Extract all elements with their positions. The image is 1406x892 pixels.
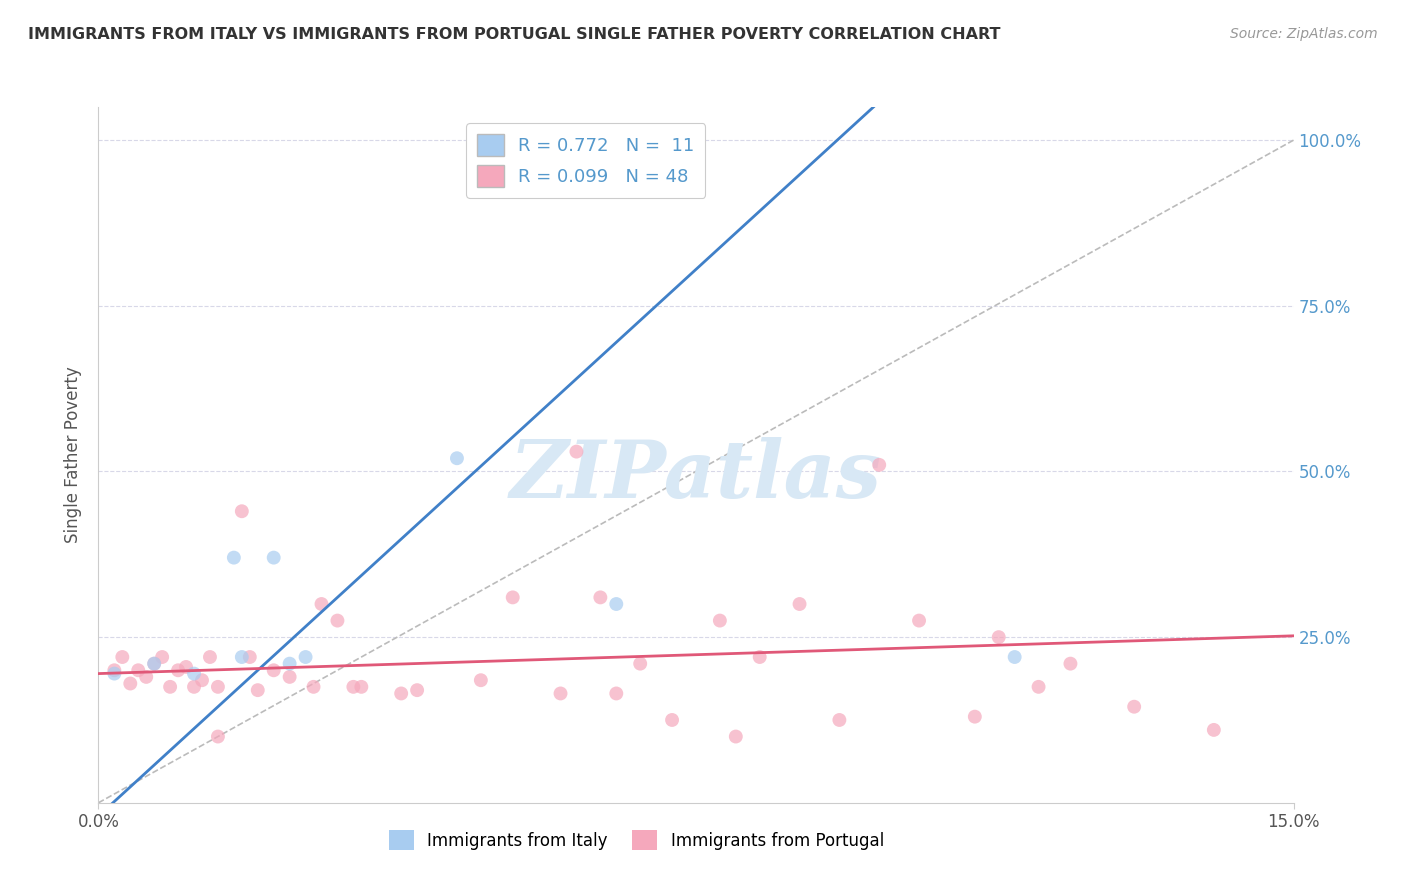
- Point: [207, 680, 229, 694]
- Point: [246, 683, 269, 698]
- Point: [1123, 699, 1146, 714]
- Point: [1202, 723, 1225, 737]
- Point: [605, 597, 627, 611]
- Point: [350, 680, 373, 694]
- Point: [183, 666, 205, 681]
- Point: [167, 663, 190, 677]
- Point: [605, 686, 627, 700]
- Point: [120, 676, 142, 690]
- Point: [278, 670, 301, 684]
- Point: [628, 657, 651, 671]
- Point: [1028, 680, 1050, 694]
- Point: [302, 680, 325, 694]
- Point: [963, 709, 986, 723]
- Point: [239, 650, 262, 665]
- Point: [150, 650, 173, 665]
- Point: [311, 597, 333, 611]
- Point: [868, 458, 890, 472]
- Point: [278, 657, 301, 671]
- Point: [908, 614, 931, 628]
- Point: [231, 650, 253, 665]
- Text: ZIPatlas: ZIPatlas: [510, 437, 882, 515]
- Point: [589, 591, 612, 605]
- Point: [550, 686, 572, 700]
- Point: [143, 657, 166, 671]
- Point: [103, 666, 125, 681]
- Point: [389, 686, 412, 700]
- Point: [174, 660, 197, 674]
- Point: [326, 614, 349, 628]
- Point: [103, 663, 125, 677]
- Point: [183, 680, 205, 694]
- Text: Source: ZipAtlas.com: Source: ZipAtlas.com: [1230, 27, 1378, 41]
- Point: [789, 597, 811, 611]
- Point: [502, 591, 524, 605]
- Point: [143, 657, 166, 671]
- Point: [987, 630, 1010, 644]
- Point: [724, 730, 747, 744]
- Point: [828, 713, 851, 727]
- Point: [406, 683, 429, 698]
- Point: [1004, 650, 1026, 665]
- Point: [748, 650, 770, 665]
- Point: [207, 730, 229, 744]
- Y-axis label: Single Father Poverty: Single Father Poverty: [65, 367, 83, 543]
- Point: [709, 614, 731, 628]
- Point: [263, 550, 285, 565]
- Point: [198, 650, 221, 665]
- Point: [1059, 657, 1081, 671]
- Legend: R = 0.772   N =  11, R = 0.099   N = 48: R = 0.772 N = 11, R = 0.099 N = 48: [465, 123, 706, 198]
- Point: [127, 663, 149, 677]
- Point: [446, 451, 468, 466]
- Point: [342, 680, 364, 694]
- Point: [661, 713, 683, 727]
- Point: [135, 670, 157, 684]
- Point: [565, 444, 588, 458]
- Point: [222, 550, 245, 565]
- Point: [470, 673, 492, 688]
- Point: [191, 673, 214, 688]
- Point: [294, 650, 316, 665]
- Text: IMMIGRANTS FROM ITALY VS IMMIGRANTS FROM PORTUGAL SINGLE FATHER POVERTY CORRELAT: IMMIGRANTS FROM ITALY VS IMMIGRANTS FROM…: [28, 27, 1001, 42]
- Point: [263, 663, 285, 677]
- Point: [159, 680, 181, 694]
- Point: [111, 650, 134, 665]
- Point: [231, 504, 253, 518]
